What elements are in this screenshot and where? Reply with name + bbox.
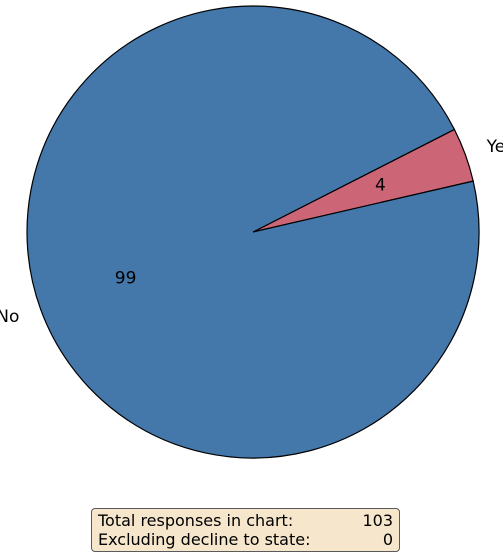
total-responses-value: 103 [362,511,393,530]
excluded-responses-value: 0 [382,530,393,549]
pie-labels: 4 Yes 99 No [0,137,503,327]
pie-value-label-no: 99 [115,268,137,288]
pie-chart: 4 Yes 99 No [0,5,503,459]
pie-category-label-yes: Yes [486,137,503,157]
pie-category-label-no: No [0,307,19,327]
pie-value-label-yes: 4 [375,176,386,196]
excluded-responses-label: Excluding decline to state: [98,530,311,549]
summary-box: Total responses in chart: 103 Excluding … [91,508,400,552]
excluded-responses-row: Excluding decline to state: 0 [98,530,393,549]
pie-slices [26,5,480,459]
total-responses-row: Total responses in chart: 103 [98,511,393,530]
pie-slice-no [26,5,480,459]
total-responses-label: Total responses in chart: [98,511,294,530]
